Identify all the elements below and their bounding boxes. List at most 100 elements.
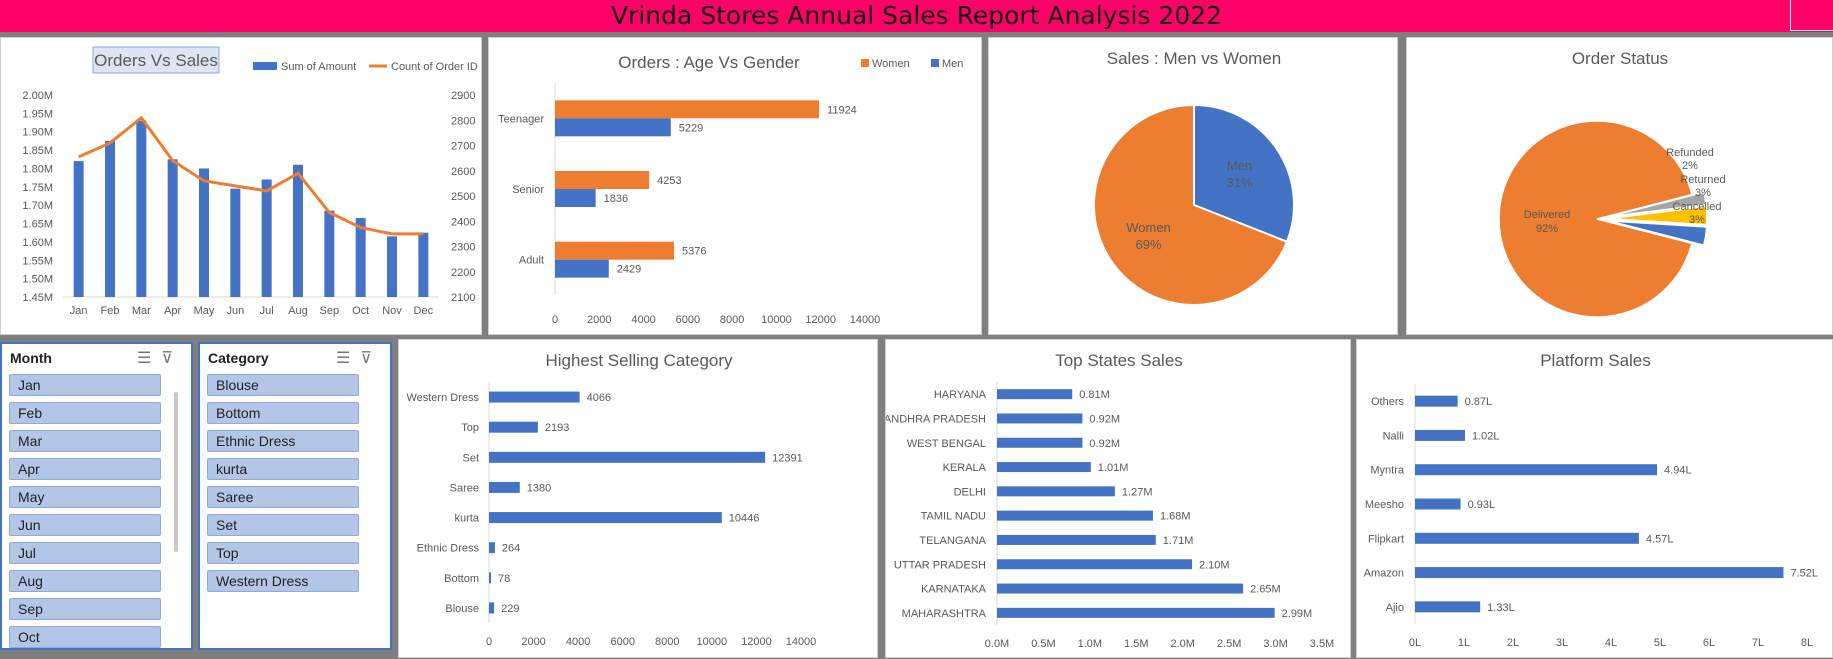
left-tick-label: 1.45M [22,292,53,304]
data-bar [489,572,491,584]
legend-swatch-men [931,59,939,67]
data-label: 2.99M [1282,608,1313,620]
category-tick-label: kurta [455,513,480,525]
data-bar [997,510,1153,521]
header-corner-box [1790,0,1833,31]
category-slicer-list: Blouse Bottom Ethnic Dress kurta Saree Set Top… [207,374,359,598]
left-tick-label: 2.00M [22,90,53,102]
category-tick-label: TAMIL NADU [921,511,986,523]
right-tick-label: 2600 [451,166,475,178]
women-data-label: 5376 [682,246,706,258]
month-slicer-item[interactable]: Sep [9,598,161,620]
x-tick-label: 0.0M [985,638,1009,650]
category-slicer-item[interactable]: kurta [207,458,359,480]
highest-category-chart: Highest Selling Category 0 2000 4000 6000 800… [398,339,878,658]
legend-label-women: Women [872,58,910,70]
category-slicer-item[interactable]: Blouse [207,374,359,396]
data-label: 0.92M [1089,438,1120,450]
right-tick-label: 2900 [451,90,475,102]
category-tick-label: HARYANA [934,389,987,401]
pie-slice-men [1193,103,1295,244]
data-label: 78 [498,573,510,585]
data-bar [997,413,1083,424]
category-slicer-item[interactable]: Top [207,542,359,564]
data-label: 1.27M [1122,486,1153,498]
month-slicer-item[interactable]: Jul [9,542,161,564]
header-bar: Vrinda Stores Annual Sales Report Analys… [0,0,1833,32]
men-data-label: 5229 [679,122,703,134]
right-tick-label: 2100 [451,292,475,304]
clear-filter-icon[interactable]: ⊽ [360,350,382,367]
men-bar [555,259,609,278]
category-tick-label: KERALA [943,462,987,474]
x-tick-label: 2.0M [1170,638,1194,650]
x-tick-label: 3.0M [1263,638,1287,650]
pie-label: Cancelled [1673,201,1722,213]
category-slicer-item[interactable]: Saree [207,486,359,508]
data-bar [1415,567,1784,579]
category-slicer-item[interactable]: Ethnic Dress [207,430,359,452]
data-label: 2193 [545,422,569,434]
data-bar [997,462,1091,473]
pie-label: Refunded [1666,147,1714,159]
women-data-label: 4253 [657,175,681,187]
month-slicer-item[interactable]: May [9,486,161,508]
orders-vs-sales-chart: Orders Vs Sales Sum of Amount Count of Ord… [0,37,482,335]
month-slicer-item[interactable]: Apr [9,458,161,480]
month-slicer-item[interactable]: Mar [9,430,161,452]
category-tick-label: Myntra [1370,465,1405,477]
month-slicer-item[interactable]: Oct [9,626,161,648]
data-label: 4066 [587,392,611,404]
clear-filter-icon[interactable]: ⊽ [161,350,183,367]
men-data-label: 2429 [617,264,641,276]
x-tick-label: 4000 [566,636,590,648]
amount-bar [167,159,178,297]
x-tick-label: 1.5M [1124,638,1148,650]
x-tick-label: 3.5M [1310,638,1334,650]
left-tick-label: 1.85M [22,145,53,157]
pie-slice-women [1093,103,1289,306]
x-tick-label: 5L [1654,637,1666,649]
category-tick-label: Blouse [445,603,479,615]
x-tick-label: 6L [1703,637,1715,649]
platform-sales-chart: Platform Sales 0L 1L 2L 3L 4L 5L 6L 7L 8L Others 0.… [1356,339,1833,658]
category-tick-label: TELANGANA [919,535,986,547]
x-tick-label: 2000 [521,636,545,648]
category-slicer-item[interactable]: Bottom [207,402,359,424]
left-tick-label: 1.75M [22,182,53,194]
month-scrollbar[interactable] [174,392,178,552]
x-tick-label: 6000 [676,314,700,326]
month-tick-label: Mar [132,305,151,317]
month-slicer-item[interactable]: Jun [9,514,161,536]
month-slicer-item[interactable]: Aug [9,570,161,592]
data-label: 1.02L [1472,430,1500,442]
x-tick-label: 8L [1801,637,1813,649]
amount-bar [387,236,397,297]
pie-label: Women [1126,220,1171,235]
pie-slice-cancelled [1608,220,1708,247]
multi-select-icon[interactable]: ☰ [335,350,361,367]
legend-swatch-amount [253,62,277,70]
amount-bar [105,140,115,297]
men-bar [555,189,596,207]
category-tick-label: DELHI [954,486,986,498]
amount-bar [136,120,147,297]
data-bar [489,421,538,433]
month-slicer-list: Jan Feb Mar Apr May Jun Jul Aug Sep Oct [9,374,161,654]
data-bar [997,534,1156,545]
data-label: 2.10M [1199,559,1230,571]
data-bar [997,559,1192,570]
category-slicer-item[interactable]: Western Dress [207,570,359,592]
multi-select-icon[interactable]: ☰ [136,350,162,367]
category-tick-label: UTTAR PRADESH [894,559,986,571]
data-label: 229 [501,603,519,615]
x-tick-label: 0.5M [1031,638,1055,650]
orders-line [78,115,424,236]
pie-percent: 92% [1536,223,1558,235]
category-slicer-item[interactable]: Set [207,514,359,536]
category-tick-label: Set [462,452,479,464]
month-slicer-item[interactable]: Jan [9,374,161,396]
report-title: Vrinda Stores Annual Sales Report Analys… [610,1,1223,30]
pie-label: Returned [1680,174,1725,186]
month-slicer-item[interactable]: Feb [9,402,161,424]
